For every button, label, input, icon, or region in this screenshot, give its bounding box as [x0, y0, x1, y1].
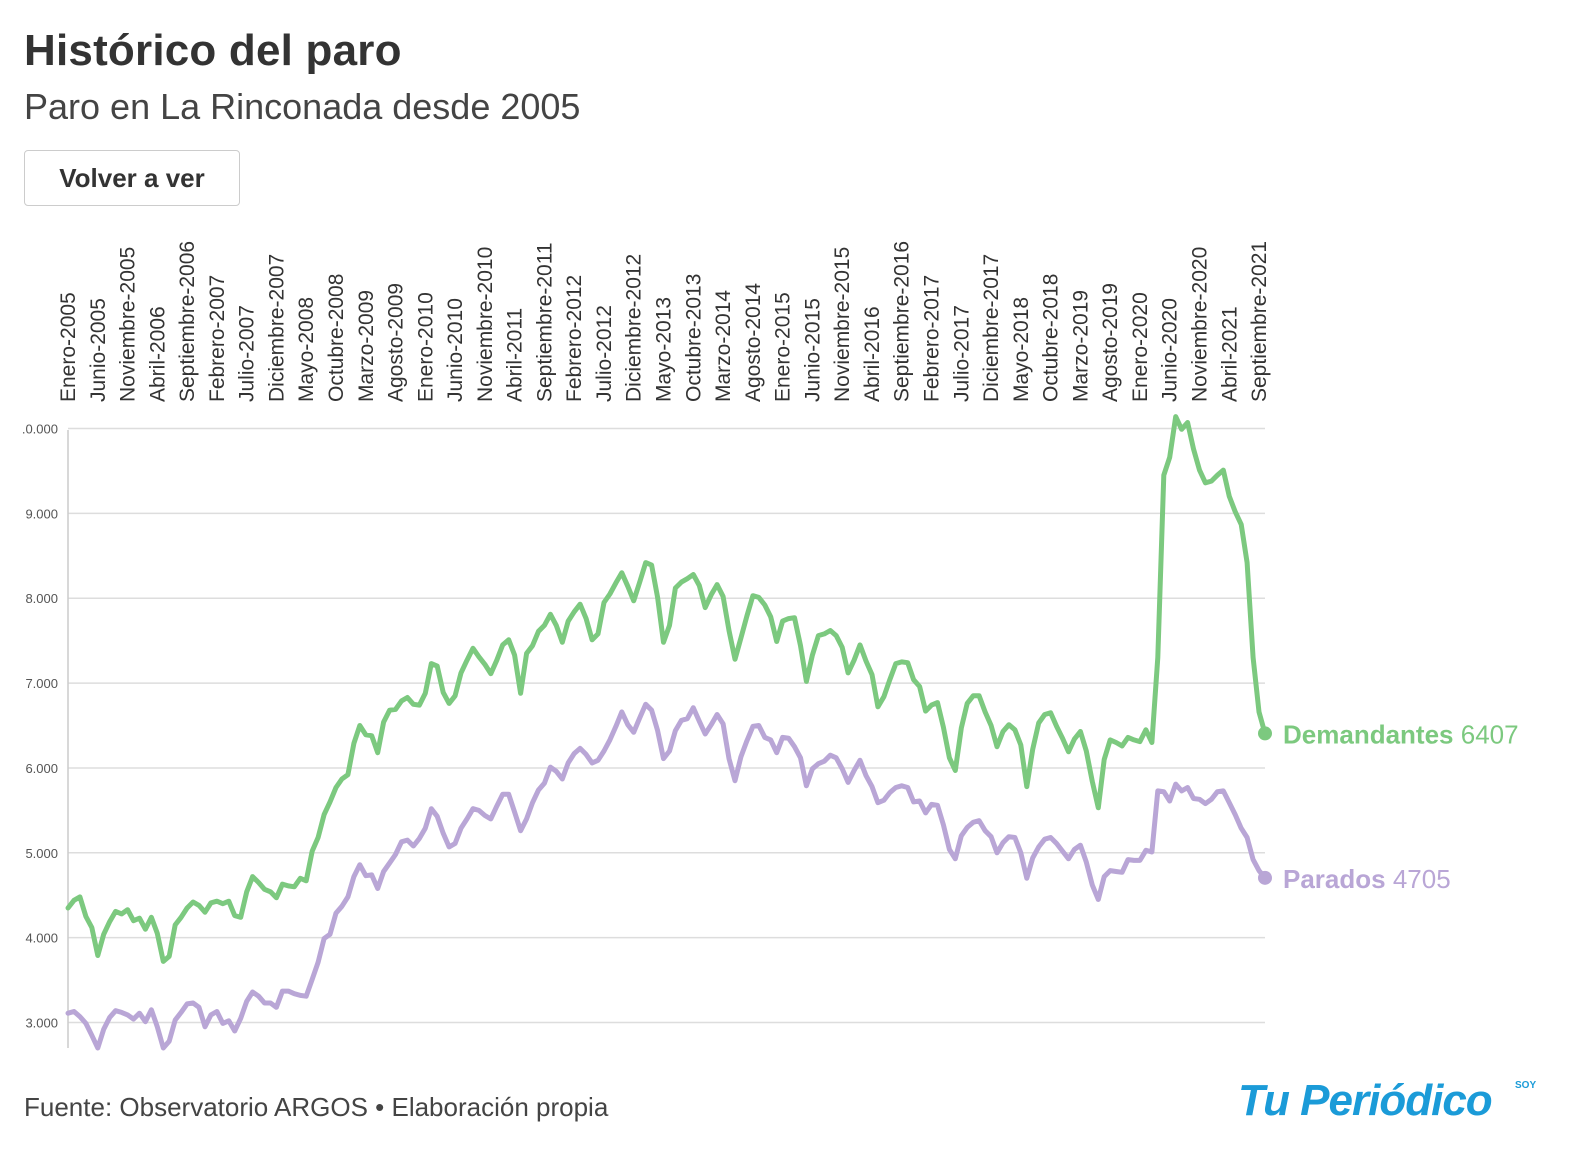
y-tick-label: 6.000 [25, 761, 58, 776]
replay-button[interactable]: Volver a ver [24, 150, 240, 206]
series-last-value: 6407 [1461, 719, 1519, 749]
source-note: Fuente: Observatorio ARGOS • Elaboración… [24, 1092, 609, 1122]
brand-logo[interactable]: Tu Periódico [1238, 1076, 1493, 1125]
chart-title: Histórico del paro [24, 26, 402, 75]
series-last-value: 4705 [1393, 864, 1451, 894]
x-tick-label: Septiembre-2016 [891, 241, 914, 402]
x-tick-label: Febrero-2017 [921, 275, 944, 402]
x-tick-label: Enero-2010 [414, 292, 437, 402]
x-tick-label: Julio-2007 [236, 305, 259, 402]
y-tick-label: 9.000 [25, 506, 58, 521]
x-tick-label: Mayo-2008 [295, 297, 318, 402]
series-group [65, 414, 1268, 1051]
x-tick-label: Julio-2017 [950, 305, 973, 402]
x-tick-label: Julio-2012 [593, 305, 616, 402]
x-tick-label: Febrero-2007 [206, 275, 229, 402]
x-tick-label: Noviembre-2005 [117, 247, 140, 402]
x-tick-label: Agosto-2009 [385, 283, 408, 402]
y-tick-label: 4.000 [25, 931, 58, 946]
y-tick-label: 8.000 [25, 591, 58, 606]
series-end-label-demandantes: Demandantes 6407 [1283, 719, 1519, 749]
x-tick-label: Septiembre-2006 [176, 241, 199, 402]
y-tick-label: .0.000 [22, 421, 58, 436]
x-tick-label: Septiembre-2011 [533, 242, 556, 402]
x-tick-label: Agosto-2014 [742, 283, 765, 402]
x-tick-label: Marzo-2019 [1069, 290, 1092, 402]
y-tick-label: 3.000 [25, 1016, 58, 1031]
gridlines [67, 427, 1265, 1048]
x-tick-label: Abril-2016 [861, 306, 884, 402]
y-tick-label: 7.000 [25, 676, 58, 691]
x-tick-label: Octubre-2018 [1040, 274, 1063, 402]
series-end-labels: Demandantes 6407 Parados 4705 [1258, 719, 1519, 894]
x-tick-label: Junio-2005 [87, 298, 110, 402]
y-axis-ticks: 3.000 4.000 5.000 6.000 7.000 8.000 9.000 .0.00… [22, 421, 58, 1030]
x-axis-ticks: Enero-2005 Junio-2005 Noviembre-2005 Abril-… [57, 241, 1271, 402]
x-tick-label: Agosto-2019 [1099, 283, 1122, 402]
x-tick-label: Abril-2011 [504, 308, 527, 402]
x-tick-label: Junio-2010 [444, 298, 467, 402]
x-tick-label: Enero-2020 [1129, 292, 1152, 402]
x-tick-label: Diciembre-2007 [265, 254, 288, 402]
series-end-point-parados [1258, 870, 1272, 885]
x-tick-label: Abril-2021 [1218, 306, 1241, 402]
x-tick-label: Marzo-2014 [712, 290, 735, 402]
x-tick-label: Noviembre-2020 [1188, 247, 1211, 402]
x-tick-label: Enero-2005 [57, 292, 80, 402]
x-tick-label: Mayo-2013 [653, 297, 676, 402]
series-name: Demandantes [1283, 719, 1461, 749]
x-tick-label: Enero-2015 [772, 292, 795, 402]
x-tick-label: Marzo-2009 [355, 290, 378, 402]
x-tick-label: Mayo-2018 [1010, 297, 1033, 402]
x-tick-label: Diciembre-2017 [980, 254, 1003, 402]
x-tick-label: Febrero-2012 [563, 275, 586, 402]
x-tick-label: Diciembre-2012 [623, 254, 646, 402]
x-tick-label: Junio-2020 [1159, 298, 1182, 402]
y-tick-label: 5.000 [25, 846, 58, 861]
brand-logo-badge: SOY [1515, 1080, 1537, 1091]
x-tick-label: Abril-2006 [146, 306, 169, 402]
chart-subtitle: Paro en La Rinconada desde 2005 [24, 86, 581, 127]
series-line-parados [65, 701, 1268, 1051]
series-end-point-demandantes [1258, 726, 1272, 741]
series-name: Parados [1283, 864, 1393, 894]
series-end-label-parados: Parados 4705 [1283, 864, 1451, 894]
x-tick-label: Octubre-2013 [682, 274, 705, 402]
series-line-demandantes [65, 414, 1268, 964]
x-tick-label: Junio-2015 [801, 298, 824, 402]
x-tick-label: Septiembre-2021 [1248, 241, 1271, 402]
x-tick-label: Octubre-2008 [325, 274, 348, 402]
x-tick-label: Noviembre-2015 [831, 247, 854, 402]
line-chart: 3.000 4.000 5.000 6.000 7.000 8.000 9.000 .0.00… [22, 241, 1519, 1051]
x-tick-label: Noviembre-2010 [474, 247, 497, 402]
